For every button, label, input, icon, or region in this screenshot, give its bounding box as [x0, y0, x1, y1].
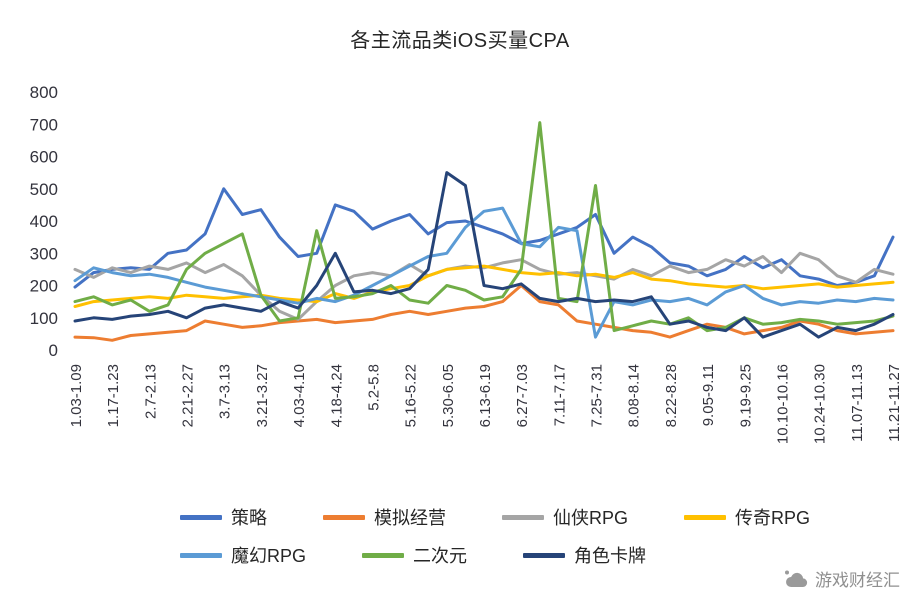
y-axis-tick-label: 500	[30, 180, 58, 199]
watermark-logo-icon	[785, 570, 808, 587]
x-axis-tick-label: 8.08-8.14	[626, 364, 643, 427]
series-line-anime	[73, 121, 895, 333]
x-axis-tick-label: 1.03-1.09	[68, 364, 85, 427]
legend-marker-xianxia-rpg	[502, 514, 544, 520]
legend-label: 仙侠RPG	[553, 508, 629, 528]
x-axis-tick-label: 11.21-11.27	[886, 364, 903, 442]
x-axis-tick-label: 9.05-9.11	[700, 364, 717, 426]
legend-marker-role-card	[523, 552, 566, 558]
watermark-text: 游戏财经汇	[815, 571, 900, 590]
x-axis-tick-label: 10.10-10.16	[775, 364, 792, 444]
legend-item-simulation: 模拟经营	[323, 504, 446, 530]
x-axis-tick-label: 2.7-2.13	[142, 364, 159, 419]
x-axis-tick-label: 2.21-2.27	[180, 364, 197, 427]
x-axis-tick-label: 4.03-4.10	[291, 364, 308, 427]
y-axis-tick-label: 700	[30, 115, 58, 134]
legend-marker-strategy	[180, 514, 222, 520]
line-chart: 0 100 200 300 400 500 600 700 800 1.03-1.09 1.17-1…	[30, 83, 903, 444]
y-axis-tick-label: 800	[30, 83, 58, 102]
x-axis-tick-label: 10.24-10.30	[812, 364, 829, 444]
legend-marker-fantasy-rpg	[180, 552, 222, 558]
chart-legend: 策略 模拟经营 仙侠RPG 传奇RPG 魔幻RPG 二次元 角色卡牌	[0, 503, 920, 579]
legend-marker-simulation	[323, 514, 365, 520]
legend-label: 二次元	[413, 546, 468, 566]
y-axis-tick-label: 400	[30, 212, 58, 231]
legend-row: 魔幻RPG 二次元 角色卡牌	[180, 541, 920, 569]
x-axis-tick-label: 4.18-4.24	[328, 364, 345, 427]
legend-label: 角色卡牌	[574, 546, 647, 566]
x-axis-tick-label: 8.22-8.28	[663, 364, 680, 427]
legend-marker-anime	[362, 552, 405, 558]
legend-item-legend-rpg: 传奇RPG	[684, 504, 810, 530]
legend-item-xianxia-rpg: 仙侠RPG	[502, 504, 628, 530]
y-axis-tick-label: 200	[30, 277, 58, 296]
x-axis-tick-label: 6.27-7.03	[514, 364, 531, 427]
y-axis-tick-label: 0	[49, 341, 58, 360]
x-axis-tick-label: 3.21-3.27	[254, 364, 271, 427]
y-axis-tick-label: 100	[30, 309, 58, 328]
series-line-strategy	[73, 187, 895, 289]
x-axis-tick-label: 7.25-7.31	[589, 364, 606, 427]
legend-item-fantasy-rpg: 魔幻RPG	[180, 542, 306, 568]
legend-item-anime: 二次元	[362, 542, 467, 568]
legend-label: 策略	[231, 508, 267, 528]
legend-item-role-card: 角色卡牌	[523, 542, 646, 568]
series-line-role-card	[73, 171, 895, 339]
x-axis-tick-label: 3.7-3.13	[217, 364, 234, 419]
watermark: 游戏财经汇	[782, 566, 900, 591]
legend-label: 传奇RPG	[735, 508, 811, 528]
x-axis-tick-label: 5.30-6.05	[440, 364, 457, 427]
x-axis-tick-label: 7.11-7.17	[551, 364, 568, 426]
chart-title: 各主流品类iOS买量CPA	[350, 30, 570, 52]
series-line-xianxia-rpg	[73, 251, 895, 321]
x-axis-tick-label: 6.13-6.19	[477, 364, 494, 427]
x-axis-tick-label: 5.16-5.22	[403, 364, 420, 427]
legend-row: 策略 模拟经营 仙侠RPG 传奇RPG	[180, 503, 920, 531]
series-line-legend-rpg	[73, 264, 895, 308]
y-axis-tick-label: 300	[30, 244, 58, 263]
x-axis-tick-label: 1.17-1.23	[105, 364, 122, 427]
y-axis-tick-label: 600	[30, 148, 58, 167]
legend-item-strategy: 策略	[180, 504, 267, 530]
x-axis-tick-label: 9.19-9.25	[737, 364, 754, 427]
legend-label: 魔幻RPG	[231, 546, 307, 566]
x-axis-tick-label: 11.07-11.13	[849, 364, 866, 442]
legend-marker-legend-rpg	[684, 514, 727, 520]
legend-label: 模拟经营	[374, 508, 446, 528]
x-axis-tick-label: 5.2-5.8	[366, 364, 383, 411]
series-line-fantasy-rpg	[73, 206, 895, 339]
